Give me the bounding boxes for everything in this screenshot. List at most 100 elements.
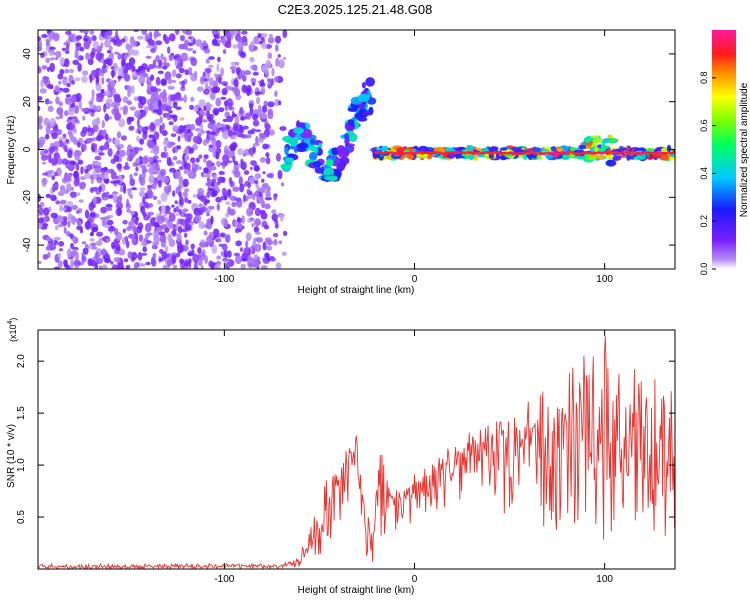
spectrogram-cell [81, 107, 89, 112]
spectrogram-cell [175, 106, 182, 110]
spectrogram-cell [182, 191, 188, 198]
spectrogram-cell [71, 80, 76, 85]
spectrogram-cell [77, 221, 81, 227]
spectrogram-cell [350, 122, 355, 128]
spectrogram-cell [282, 56, 287, 61]
spectrogram-cell [249, 58, 255, 63]
spectrogram-cell [118, 248, 126, 256]
spectrogram-cell [469, 154, 474, 159]
spectrogram-cell [80, 176, 86, 181]
spectrogram-cell [245, 112, 252, 120]
spectrogram-cell [167, 46, 171, 54]
spectrogram-cell [183, 213, 191, 217]
spectrogram-cell [417, 145, 429, 154]
spectrogram-cell [172, 190, 176, 197]
spectrogram-cell [279, 126, 287, 131]
spectrogram-cell [84, 209, 90, 219]
spectrogram-cell [87, 58, 94, 66]
spectrogram-cell [99, 265, 102, 269]
spectrogram-cell [252, 64, 258, 72]
spectrogram-cell [148, 39, 155, 47]
spectrogram-cell [133, 262, 138, 269]
spectrogram-cell [100, 206, 107, 214]
spectrogram-cell [164, 217, 168, 223]
colorbar-tick-label: 0.4 [699, 167, 709, 180]
spectrogram-cell [293, 127, 305, 134]
spectrogram-cell [147, 184, 152, 190]
spectrogram-cell [135, 226, 143, 234]
spectrogram-cell [152, 109, 159, 113]
spectrogram-cell [129, 150, 136, 158]
spectrogram-cell [212, 228, 220, 238]
spectrogram-cell [250, 77, 257, 83]
spectrogram-cell [187, 252, 194, 256]
spectrogram-cell [160, 171, 166, 177]
spectrogram-cell [371, 147, 377, 154]
spectrogram-cell [257, 32, 262, 39]
snr-y-ticks: 0.5 1.0 1.5 2.0 [16, 354, 675, 524]
spectrogram-cell [211, 30, 217, 35]
snr-y-scale-exponent: 4 [7, 320, 14, 324]
spectrogram-cell [42, 161, 47, 165]
spectrogram-cell [357, 93, 370, 102]
spectrogram-cell [237, 36, 244, 43]
spectrogram-cell [259, 209, 266, 215]
spectrogram-cell [201, 42, 209, 47]
spectrogram-cell [252, 71, 259, 76]
spectrogram-cell [278, 240, 283, 245]
spectrogram-cell [106, 39, 111, 46]
colorbar-bar [712, 30, 736, 269]
spectrogram-cell [63, 259, 68, 268]
spectrogram-cell [130, 210, 135, 216]
spectrogram-cell [275, 222, 279, 227]
spectrogram-cell [184, 69, 190, 76]
spectrogram-cell [245, 232, 252, 241]
colorbar-tick-label: 0.0 [699, 263, 709, 276]
spectrogram-cell [70, 242, 75, 250]
spectrogram-cell [234, 228, 240, 234]
spectrogram-cell [91, 144, 96, 153]
spectrogram-cell [225, 124, 231, 131]
spectrogram-cell [47, 105, 54, 113]
spectrogram-cell [245, 134, 252, 139]
spectrogram-cell [175, 160, 183, 165]
spectrogram-cell [238, 127, 245, 134]
snr-y-scale-base: (x10 [8, 324, 18, 342]
spectrogram-cell [204, 67, 212, 74]
spectrogram-cell [218, 171, 225, 175]
spectrogram-cell [125, 62, 133, 71]
spectrogram-cell [123, 184, 127, 194]
spectrogram-cell [73, 218, 80, 223]
spectrogram-cell [262, 143, 269, 150]
spectrogram-cell [64, 173, 72, 182]
spectrogram-y-tick-label: -40 [22, 237, 33, 252]
spectrogram-cell [192, 253, 200, 263]
spectrogram-cell [127, 91, 131, 98]
spectrogram-cell [150, 48, 156, 53]
spectrogram-cell [82, 143, 87, 151]
spectrogram-cell [120, 59, 126, 67]
spectrogram-cell [113, 138, 121, 146]
spectrogram-cell [41, 178, 47, 188]
spectrogram-cell [141, 164, 147, 174]
spectrogram-cell [74, 265, 79, 269]
spectrogram-cell [177, 135, 181, 142]
spectrogram-cell [129, 106, 136, 111]
spectrogram-cell [229, 65, 237, 71]
spectrogram-cell [38, 217, 44, 224]
spectrogram-cell [234, 255, 242, 265]
spectrogram-band-cell [623, 151, 629, 154]
spectrogram-cell [190, 96, 195, 103]
spectrogram-cell [57, 223, 64, 228]
spectrogram-cell [82, 70, 89, 76]
spectrogram-cell [247, 129, 255, 135]
spectrogram-cell [166, 259, 172, 267]
spectrogram-cell [323, 170, 332, 176]
spectrogram-cell [626, 154, 631, 161]
spectrogram-cell [50, 142, 55, 147]
spectrogram-cell [633, 155, 645, 160]
spectrogram-cell [112, 191, 119, 195]
spectrogram-cell [313, 161, 322, 167]
spectrogram-cell [128, 48, 135, 56]
spectrogram-cell [57, 190, 65, 197]
